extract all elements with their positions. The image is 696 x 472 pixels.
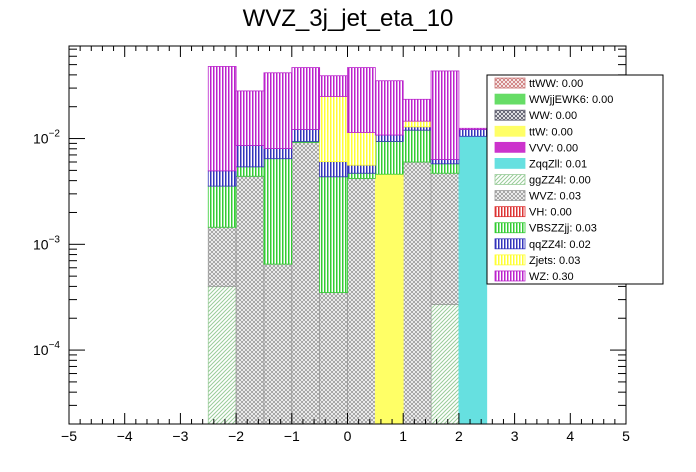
bar-wvz-bin-5: [347, 177, 376, 425]
legend-swatch: [494, 190, 526, 201]
legend-swatch: [494, 109, 526, 121]
legend-swatch: [494, 125, 526, 137]
bar-qqzz4l-bin-2: [263, 148, 293, 160]
bar-wvz-bin-1: [235, 175, 265, 425]
bar-qqzz4l-bin-9: [458, 129, 488, 137]
bar-vbszzjj-bin-2: [263, 158, 293, 265]
bar-wz-bin-0: [207, 66, 237, 172]
y-tick-label: 10−3: [33, 234, 60, 252]
legend-swatch: [494, 206, 526, 218]
bar-zjets-bin-4: [319, 96, 348, 163]
bar-zjets-bin-7: [402, 120, 432, 128]
y-tick-label: 10−4: [33, 340, 60, 358]
bar-wz-bin-4: [319, 75, 348, 97]
legend-swatch: [494, 141, 526, 153]
y-tick-label: 10−2: [33, 129, 60, 147]
bar-vbszzjj-bin-0: [207, 185, 237, 228]
bar-wz-bin-2: [263, 72, 293, 149]
bar-wvz-bin-8: [430, 172, 460, 305]
bar-wvz-bin-4: [319, 292, 348, 425]
legend-swatch: [494, 238, 526, 250]
bar-vbszzjj-bin-8: [430, 163, 460, 174]
x-tick-label: 5: [622, 428, 630, 444]
bar-wvz-bin-2: [263, 263, 293, 425]
bar-ggzz4l-bin-8: [430, 304, 460, 425]
bar-vbszzjj-bin-4: [319, 176, 348, 293]
legend-label: qqZZ4l: 0.02: [529, 239, 591, 251]
bar-qqzz4l-bin-4: [319, 161, 348, 178]
bar-ttw-bin-6: [374, 173, 404, 425]
x-tick-label: 4: [566, 428, 574, 444]
bar-wvz-bin-7: [402, 161, 432, 425]
bar-wz-bin-9: [458, 127, 488, 130]
legend: ttWW: 0.00 WWjjEWK6: 0.00 WW: 0.00 ttW: 0.0…: [486, 74, 664, 285]
bar-qqzz4l-bin-8: [430, 159, 460, 165]
bar-zjets-bin-5: [347, 132, 376, 166]
legend-swatch: [494, 270, 526, 282]
x-tick-label: −2: [228, 428, 244, 444]
legend-swatch: [494, 222, 526, 234]
legend-label: VVV: 0.00: [529, 142, 578, 154]
bar-wz-bin-3: [291, 67, 321, 130]
legend-label: Zjets: 0.03: [529, 255, 580, 267]
legend-label: ttW: 0.00: [529, 126, 573, 138]
legend-swatch: [494, 174, 526, 185]
bar-wz-bin-8: [430, 70, 460, 160]
x-tick-label: 3: [511, 428, 519, 444]
bar-qqzz4l-bin-7: [402, 126, 432, 131]
legend-label: ttWW: 0.00: [529, 78, 583, 90]
bar-zqqzll-bin-9: [458, 135, 488, 425]
bar-qqzz4l-bin-5: [347, 164, 376, 174]
x-tick-label: 0: [344, 428, 352, 444]
legend-label: WW: 0.00: [529, 110, 577, 122]
x-tick-label: −3: [172, 428, 188, 444]
bar-qqzz4l-bin-1: [235, 145, 265, 168]
x-tick-label: −1: [284, 428, 300, 444]
x-tick-label: −4: [117, 428, 133, 444]
bar-vbszzjj-bin-7: [402, 129, 432, 163]
legend-label: ggZZ4l: 0.00: [529, 175, 591, 187]
legend-label: WWjjEWK6: 0.00: [529, 94, 613, 106]
legend-label: WVZ: 0.03: [529, 191, 581, 203]
bars-layer: [207, 66, 488, 425]
bar-wz-bin-7: [402, 98, 432, 122]
legend-label: WZ: 0.30: [529, 271, 574, 283]
legend-swatch: [494, 254, 526, 266]
bar-qqzz4l-bin-0: [207, 170, 237, 187]
legend-swatch: [494, 93, 526, 105]
bar-qqzz4l-bin-3: [291, 129, 321, 142]
legend-label: VBSZZjj: 0.03: [529, 223, 597, 235]
chart-title: WVZ_3j_jet_eta_10: [243, 5, 454, 32]
bar-qqzz4l-bin-6: [374, 134, 404, 142]
legend-swatch: [494, 158, 526, 169]
bar-ggzz4l-bin-0: [207, 285, 237, 425]
legend-label: VH: 0.00: [529, 207, 572, 219]
bar-wz-bin-6: [374, 80, 404, 136]
x-tick-label: 2: [455, 428, 463, 444]
bar-wz-bin-5: [347, 67, 376, 133]
bar-wvz-bin-3: [291, 141, 321, 425]
bar-vbszzjj-bin-1: [235, 166, 265, 177]
x-tick-label: 1: [399, 428, 407, 444]
bar-vbszzjj-bin-6: [374, 140, 404, 175]
x-tick-label: −5: [61, 428, 77, 444]
bar-wz-bin-1: [235, 90, 265, 146]
bar-wvz-bin-0: [207, 226, 237, 287]
bar-vbszzjj-bin-5: [347, 172, 376, 179]
legend-label: ZqqZll: 0.01: [529, 158, 587, 170]
legend-swatch: [494, 77, 526, 89]
